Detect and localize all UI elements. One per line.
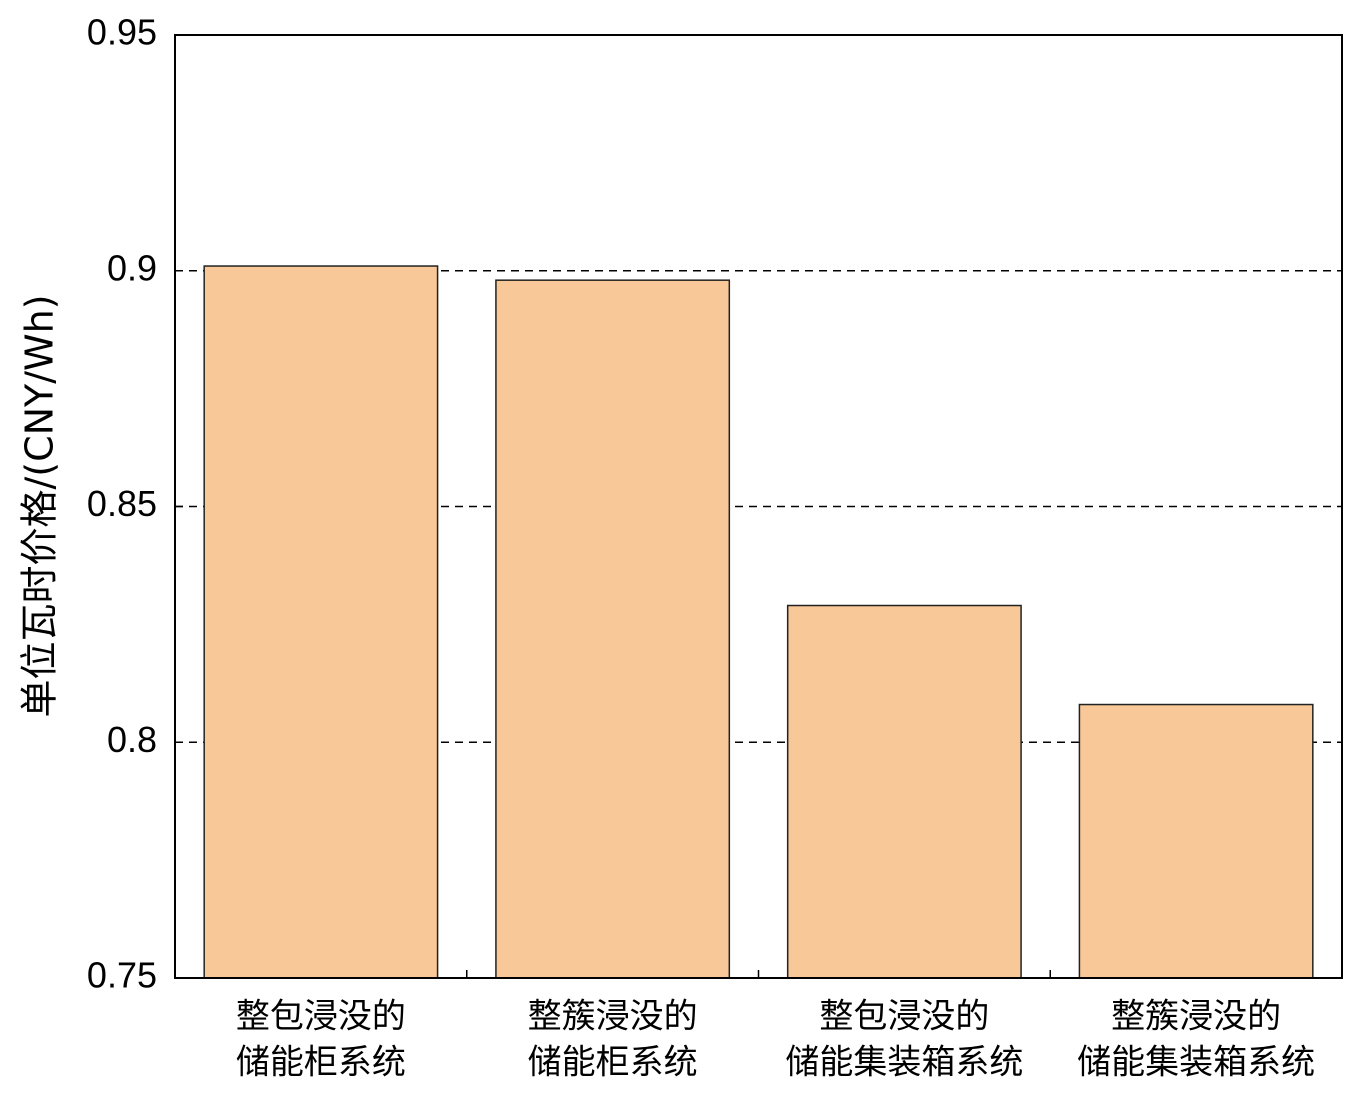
y-tick-label: 0.8 [107,719,157,760]
y-tick-label: 0.9 [107,247,157,288]
bar [495,279,731,979]
x-tick-label: 整包浸没的 [819,997,989,1037]
bar [786,604,1022,979]
x-tick-label: 整簇浸没的 [528,997,698,1037]
y-tick-label: 0.95 [87,12,157,53]
x-tick-label: 整包浸没的 [236,997,406,1037]
x-tick-label: 储能柜系统 [236,1043,406,1083]
x-tick-label: 储能柜系统 [528,1043,698,1083]
y-tick-label: 0.85 [87,483,157,524]
y-tick-label: 0.75 [87,955,157,996]
bar [1078,703,1314,979]
x-tick-label: 整簇浸没的 [1111,997,1281,1037]
x-tick-label: 储能集装箱系统 [785,1043,1023,1083]
y-axis-label: 单位瓦时价格/(CNY/Wh) [18,294,62,717]
plot-frame [174,34,1343,979]
bar [203,265,439,979]
x-tick-label: 储能集装箱系统 [1077,1043,1315,1083]
